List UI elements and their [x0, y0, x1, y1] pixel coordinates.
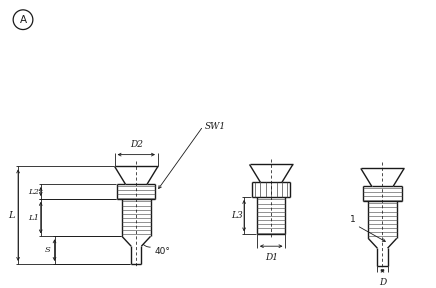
Text: A: A: [20, 15, 27, 25]
Text: D1: D1: [265, 253, 278, 262]
Text: SW1: SW1: [205, 122, 226, 130]
Text: L3: L3: [232, 211, 243, 220]
Text: L2: L2: [28, 187, 39, 196]
Text: D: D: [379, 278, 386, 287]
Text: L: L: [8, 211, 14, 220]
Text: D2: D2: [130, 140, 143, 149]
Text: 40°: 40°: [154, 247, 170, 256]
Text: L1: L1: [28, 214, 39, 222]
Text: 1: 1: [350, 215, 356, 224]
Text: S: S: [45, 246, 51, 254]
